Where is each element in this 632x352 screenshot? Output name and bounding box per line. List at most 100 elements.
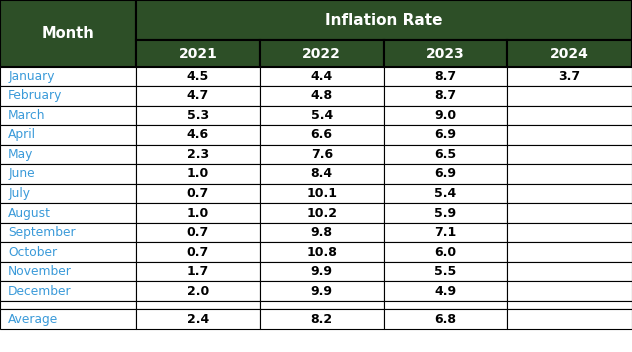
Text: 2022: 2022 xyxy=(302,46,341,61)
Text: 5.5: 5.5 xyxy=(434,265,457,278)
Bar xyxy=(136,125,260,145)
Bar xyxy=(136,301,260,309)
Bar xyxy=(384,164,507,184)
Bar xyxy=(507,243,632,262)
Bar xyxy=(136,164,260,184)
Text: September: September xyxy=(8,226,76,239)
Bar xyxy=(260,262,384,282)
Text: November: November xyxy=(8,265,72,278)
Text: Month: Month xyxy=(42,26,94,41)
Text: March: March xyxy=(8,109,46,122)
Bar xyxy=(136,203,260,223)
Text: 9.9: 9.9 xyxy=(311,265,332,278)
Bar xyxy=(136,309,260,329)
Bar xyxy=(384,145,507,164)
Bar xyxy=(384,67,507,86)
Bar xyxy=(0,125,136,145)
Text: 5.3: 5.3 xyxy=(186,109,209,122)
Bar xyxy=(384,243,507,262)
Text: 8.4: 8.4 xyxy=(310,168,333,181)
Text: 1.7: 1.7 xyxy=(186,265,209,278)
Text: 8.7: 8.7 xyxy=(434,89,457,102)
Bar xyxy=(507,301,632,309)
Bar xyxy=(136,67,260,86)
Bar xyxy=(260,184,384,203)
Bar xyxy=(507,223,632,243)
Bar xyxy=(384,203,507,223)
Bar xyxy=(0,67,136,86)
Text: 2.0: 2.0 xyxy=(186,285,209,298)
Text: 9.9: 9.9 xyxy=(311,285,332,298)
Text: February: February xyxy=(8,89,63,102)
Bar xyxy=(384,125,507,145)
Text: 2.4: 2.4 xyxy=(186,313,209,326)
Bar xyxy=(384,282,507,301)
Text: 10.1: 10.1 xyxy=(306,187,337,200)
Text: 5.4: 5.4 xyxy=(434,187,457,200)
Text: Inflation Rate: Inflation Rate xyxy=(325,13,442,28)
Bar xyxy=(136,145,260,164)
Bar xyxy=(0,243,136,262)
Text: 4.4: 4.4 xyxy=(310,70,333,83)
Text: 4.7: 4.7 xyxy=(186,89,209,102)
Text: 8.2: 8.2 xyxy=(310,313,333,326)
Bar xyxy=(0,203,136,223)
Bar xyxy=(136,40,260,67)
Bar xyxy=(136,106,260,125)
Text: 10.8: 10.8 xyxy=(307,246,337,259)
Bar xyxy=(384,184,507,203)
Bar xyxy=(507,282,632,301)
Bar xyxy=(260,40,384,67)
Bar xyxy=(260,67,384,86)
Bar xyxy=(507,309,632,329)
Text: 4.9: 4.9 xyxy=(434,285,457,298)
Text: May: May xyxy=(8,148,33,161)
Text: 0.7: 0.7 xyxy=(186,187,209,200)
Bar xyxy=(507,106,632,125)
Bar xyxy=(260,145,384,164)
Bar xyxy=(260,301,384,309)
Bar xyxy=(136,86,260,106)
Bar xyxy=(260,243,384,262)
Text: 5.4: 5.4 xyxy=(310,109,333,122)
Text: 2021: 2021 xyxy=(178,46,217,61)
Text: 6.9: 6.9 xyxy=(435,128,456,142)
Bar xyxy=(384,301,507,309)
Bar xyxy=(260,164,384,184)
Text: 1.0: 1.0 xyxy=(186,207,209,220)
Bar xyxy=(507,67,632,86)
Text: 6.6: 6.6 xyxy=(311,128,332,142)
Text: 2023: 2023 xyxy=(426,46,465,61)
Bar xyxy=(136,243,260,262)
Text: 8.7: 8.7 xyxy=(434,70,457,83)
Bar xyxy=(260,223,384,243)
Text: 7.1: 7.1 xyxy=(434,226,457,239)
Text: 6.0: 6.0 xyxy=(434,246,457,259)
Bar xyxy=(0,223,136,243)
Text: 0.7: 0.7 xyxy=(186,226,209,239)
Bar xyxy=(260,86,384,106)
Bar xyxy=(0,106,136,125)
Bar xyxy=(0,0,136,67)
Text: August: August xyxy=(8,207,51,220)
Bar xyxy=(260,309,384,329)
Text: 4.8: 4.8 xyxy=(310,89,333,102)
Bar xyxy=(0,184,136,203)
Bar xyxy=(384,309,507,329)
Text: October: October xyxy=(8,246,58,259)
Bar xyxy=(507,164,632,184)
Text: 6.8: 6.8 xyxy=(435,313,456,326)
Bar xyxy=(136,282,260,301)
Text: December: December xyxy=(8,285,72,298)
Bar xyxy=(0,145,136,164)
Text: 2024: 2024 xyxy=(550,46,589,61)
Bar xyxy=(384,40,507,67)
Text: 7.6: 7.6 xyxy=(310,148,333,161)
Bar xyxy=(136,0,632,40)
Text: 10.2: 10.2 xyxy=(306,207,337,220)
Text: 0.7: 0.7 xyxy=(186,246,209,259)
Text: January: January xyxy=(8,70,54,83)
Bar xyxy=(136,223,260,243)
Bar xyxy=(260,203,384,223)
Bar xyxy=(507,203,632,223)
